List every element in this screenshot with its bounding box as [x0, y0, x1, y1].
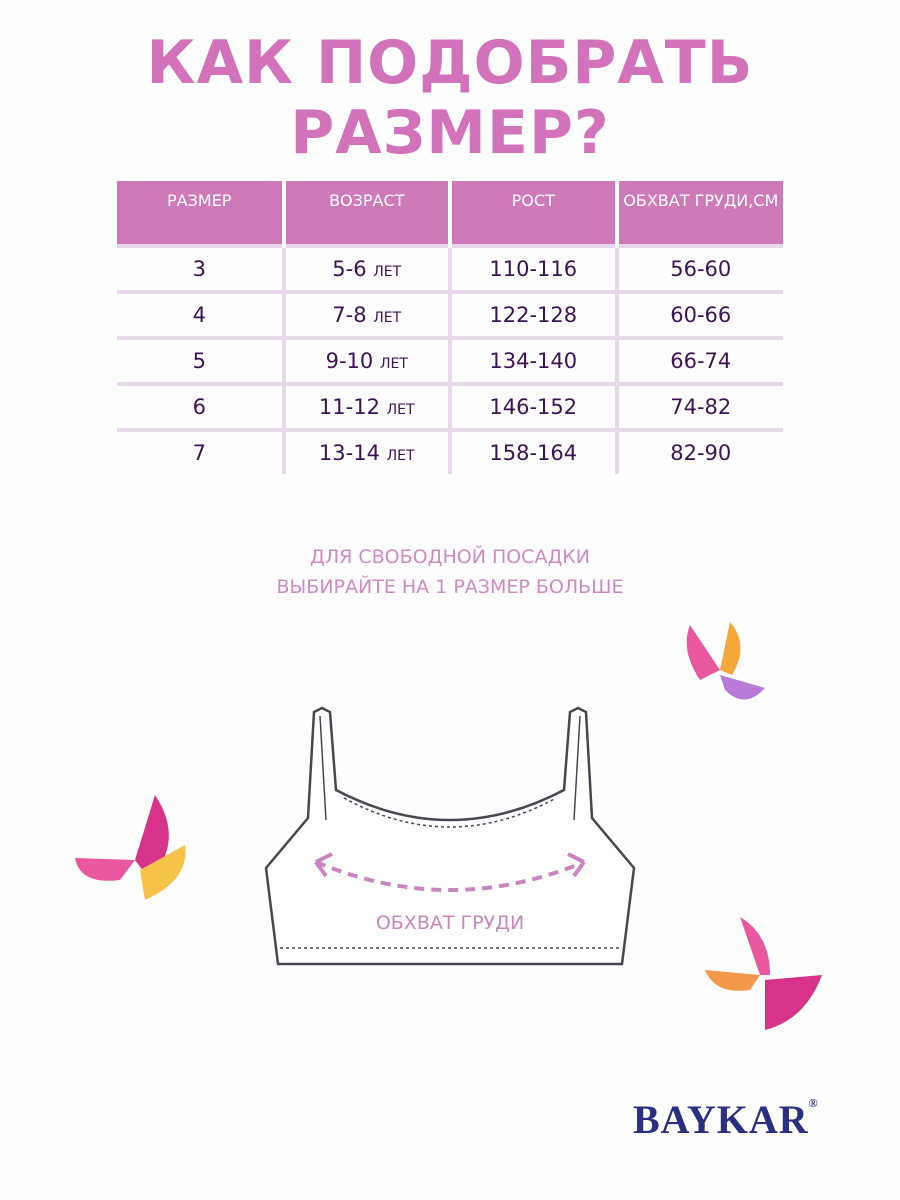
cell-size: 7	[117, 428, 284, 474]
cell-size: 3	[117, 244, 284, 292]
table-row: 5 9-10 ЛЕТ 134-140 66-74	[117, 336, 783, 384]
cell-chest: 82-90	[614, 428, 783, 474]
registered-mark: ®	[808, 1096, 819, 1110]
age-unit: ЛЕТ	[379, 356, 408, 372]
header-chest: ОБХВАТ ГРУДИ,СМ	[614, 181, 783, 246]
age-value: 11-12	[318, 395, 380, 419]
age-unit: ЛЕТ	[373, 264, 402, 280]
age-unit: ЛЕТ	[386, 402, 415, 418]
note-line-1: ДЛЯ СВОБОДНОЙ ПОСАДКИ	[309, 546, 590, 568]
age-unit: ЛЕТ	[386, 448, 415, 464]
cell-height: 158-164	[448, 428, 617, 474]
chest-label: ОБХВАТ ГРУДИ	[375, 912, 525, 934]
age-value: 5-6	[332, 257, 367, 281]
table-row: 6 11-12 ЛЕТ 146-152 74-82	[117, 382, 783, 430]
cell-age: 7-8 ЛЕТ	[281, 290, 450, 338]
age-unit: ЛЕТ	[373, 310, 402, 326]
cell-size: 5	[117, 336, 284, 384]
brand-name: BAYKAR	[633, 1097, 809, 1142]
cell-chest: 56-60	[614, 244, 783, 292]
header-age: ВОЗРАСТ	[281, 181, 450, 246]
age-value: 7-8	[332, 303, 367, 327]
header-height: РОСТ	[448, 181, 617, 246]
cell-height: 146-152	[448, 382, 617, 430]
note-line-2: ВЫБИРАЙТЕ НА 1 РАЗМЕР БОЛЬШЕ	[276, 576, 624, 598]
cell-age: 5-6 ЛЕТ	[281, 244, 450, 292]
brand-logo: BAYKAR®	[633, 1096, 819, 1143]
age-value: 9-10	[325, 349, 374, 373]
cell-chest: 60-66	[614, 290, 783, 338]
cell-chest: 66-74	[614, 336, 783, 384]
butterfly-icon	[75, 795, 186, 900]
page-title: КАК ПОДОБРАТЬ РАЗМЕР?	[146, 28, 754, 168]
size-table: РАЗМЕР ВОЗРАСТ РОСТ ОБХВАТ ГРУДИ,СМ 3 5-…	[117, 181, 783, 474]
cell-height: 122-128	[448, 290, 617, 338]
table-row: 4 7-8 ЛЕТ 122-128 60-66	[117, 290, 783, 338]
cell-age: 11-12 ЛЕТ	[281, 382, 450, 430]
cell-age: 13-14 ЛЕТ	[281, 428, 450, 474]
table-header: РАЗМЕР ВОЗРАСТ РОСТ ОБХВАТ ГРУДИ,СМ	[117, 181, 783, 246]
cell-size: 4	[117, 290, 284, 338]
header-size: РАЗМЕР	[117, 181, 284, 246]
table-row: 7 13-14 ЛЕТ 158-164 82-90	[117, 428, 783, 474]
chest-arrow	[314, 852, 586, 892]
cell-height: 134-140	[448, 336, 617, 384]
table-row: 3 5-6 ЛЕТ 110-116 56-60	[117, 244, 783, 292]
age-value: 13-14	[318, 441, 380, 465]
cell-age: 9-10 ЛЕТ	[281, 336, 450, 384]
cell-height: 110-116	[448, 244, 617, 292]
butterfly-icon	[686, 622, 765, 700]
cell-chest: 74-82	[614, 382, 783, 430]
cell-size: 6	[117, 382, 284, 430]
